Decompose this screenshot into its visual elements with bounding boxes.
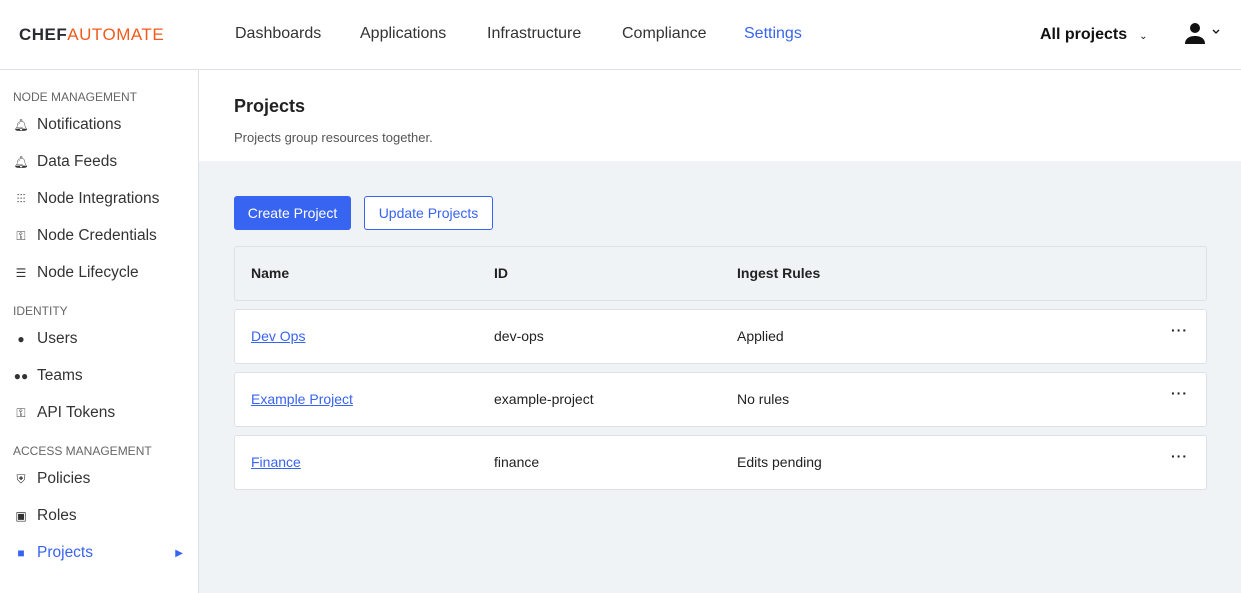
- sidebar-item-users[interactable]: ● Users: [13, 330, 193, 348]
- more-options-icon[interactable]: ···: [1171, 448, 1188, 464]
- project-id: finance: [494, 454, 540, 470]
- main-content: Create Project Update Projects Name ID I…: [199, 161, 1241, 593]
- top-bar: CHEFAUTOMATE Dashboards Applications Inf…: [0, 0, 1241, 70]
- table-row: Finance finance Edits pending ···: [234, 435, 1207, 490]
- section-access-management: ACCESS MANAGEMENT: [13, 444, 152, 458]
- chef-automate-logo[interactable]: CHEFAUTOMATE: [19, 25, 165, 44]
- sidebar: NODE MANAGEMENT 🔔︎ Notifications 🔔︎ Data F…: [0, 70, 199, 593]
- caret-right-icon: ▶: [175, 547, 183, 559]
- briefcase-icon: ■: [17, 546, 25, 560]
- project-id: dev-ops: [494, 328, 544, 344]
- more-options-icon[interactable]: ···: [1171, 385, 1188, 401]
- bell-icon: 🔔︎: [13, 118, 29, 132]
- table-header: Name ID Ingest Rules: [234, 246, 1207, 301]
- ingest-rules-status: No rules: [737, 391, 790, 407]
- key-icon: ⚿: [16, 228, 26, 243]
- project-link[interactable]: Example Project: [251, 391, 353, 407]
- sidebar-item-policies[interactable]: ⛨ Policies: [13, 470, 193, 488]
- sidebar-item-node-integrations[interactable]: ⫶⫶⫶ Node Integrations: [13, 190, 193, 208]
- table-row: Dev Ops dev-ops Applied ···: [234, 309, 1207, 364]
- sidebar-item-teams[interactable]: ●● Teams: [13, 367, 83, 384]
- sidebar-item-roles[interactable]: ▣ Roles: [13, 507, 193, 525]
- nav-dashboards[interactable]: Dashboards: [235, 25, 322, 42]
- ingest-rules-status: Applied: [737, 328, 784, 344]
- page-subtitle: Projects group resources together.: [234, 130, 433, 145]
- sidebar-item-projects[interactable]: ■ Projects ▶: [13, 544, 193, 562]
- header-id[interactable]: ID: [494, 265, 508, 281]
- sliders-icon: ⫶⫶⫶: [16, 191, 26, 206]
- list-icon: ☰: [15, 266, 27, 280]
- key-icon: ⚿: [16, 405, 26, 420]
- nav-infrastructure[interactable]: Infrastructure: [487, 25, 582, 42]
- bell-icon: 🔔︎: [13, 155, 29, 169]
- project-filter-label: All projects: [1040, 26, 1128, 43]
- project-filter-dropdown[interactable]: All projects ⌄: [1040, 26, 1148, 44]
- nav-compliance[interactable]: Compliance: [622, 25, 707, 42]
- sidebar-item-notifications[interactable]: 🔔︎ Notifications: [13, 116, 122, 133]
- header-ingest-rules: Ingest Rules: [737, 265, 821, 281]
- more-options-icon[interactable]: ···: [1171, 322, 1188, 338]
- page-header: Projects Projects group resources togeth…: [199, 70, 1241, 161]
- project-link[interactable]: Dev Ops: [251, 328, 306, 344]
- badge-icon: ▣: [15, 509, 27, 523]
- user-icon: ●: [17, 332, 25, 346]
- sidebar-item-node-credentials[interactable]: ⚿ Node Credentials: [13, 227, 193, 245]
- sidebar-item-node-lifecycle[interactable]: ☰ Node Lifecycle: [13, 264, 193, 282]
- section-node-management: NODE MANAGEMENT: [13, 90, 138, 104]
- user-icon: [1185, 23, 1220, 44]
- sidebar-item-api-tokens[interactable]: ⚿ API Tokens: [13, 404, 193, 422]
- group-icon: ●●: [13, 369, 29, 383]
- section-identity: IDENTITY: [13, 304, 68, 318]
- project-link[interactable]: Finance: [251, 454, 301, 470]
- nav-applications[interactable]: Applications: [360, 25, 447, 42]
- sidebar-item-data-feeds[interactable]: 🔔︎ Data Feeds: [13, 153, 118, 170]
- user-menu[interactable]: [1184, 22, 1220, 51]
- create-project-button[interactable]: Create Project: [234, 196, 351, 230]
- chevron-down-icon: ⌄: [1139, 31, 1148, 42]
- project-id: example-project: [494, 391, 594, 407]
- nav-settings[interactable]: Settings: [744, 25, 802, 42]
- page-title: Projects: [234, 96, 306, 116]
- shield-icon: ⛨: [16, 471, 26, 486]
- table-row: Example Project example-project No rules…: [234, 372, 1207, 427]
- update-projects-button[interactable]: Update Projects: [364, 196, 493, 230]
- ingest-rules-status: Edits pending: [737, 454, 822, 470]
- header-name[interactable]: Name: [251, 265, 290, 281]
